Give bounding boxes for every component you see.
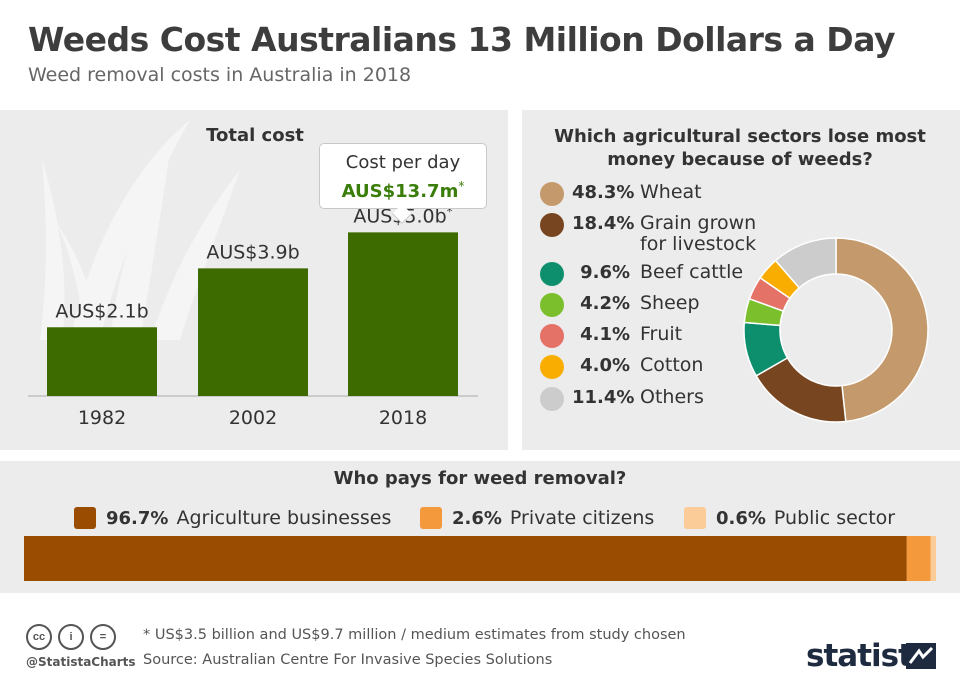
grass-decoration — [40, 120, 240, 340]
payer-legend-item: 96.7% Agriculture businesses — [74, 505, 391, 531]
footer-note: * US$3.5 billion and US$9.7 million / me… — [143, 627, 686, 643]
legend-value: 4.2% — [580, 293, 630, 314]
payer-legend-item: 2.6% Private citizens — [420, 505, 654, 531]
callout-value: AUS$13.7m* — [320, 179, 486, 202]
legend-value: 11.4% — [572, 387, 635, 408]
x-tick-label: 1982 — [78, 407, 126, 429]
donut-slice — [774, 237, 837, 289]
payer-swatch — [420, 507, 442, 529]
bar-2002 — [198, 268, 308, 396]
bar-2018 — [348, 232, 458, 396]
payer-label: Public sector — [773, 507, 896, 529]
callout-value-text: AUS$13.7m — [341, 181, 459, 202]
bar-value-mark: * — [447, 204, 453, 218]
legend-label-line: Sheep — [640, 292, 700, 314]
legend-item: 9.6% Beef cattle — [540, 262, 743, 290]
legend-swatch — [540, 182, 564, 206]
legend-item: 48.3% Wheat — [540, 182, 702, 210]
legend-label-line: for livestock — [640, 233, 757, 255]
payer-label: Private citizens — [509, 507, 655, 529]
legend-swatch — [540, 293, 564, 317]
legend-label: Cotton — [640, 355, 703, 376]
statista-handle[interactable]: @StatistaCharts — [26, 655, 136, 669]
payer-legend-item: 0.6% Public sector — [684, 505, 895, 531]
legend-swatch — [540, 262, 564, 286]
legend-item: 4.2% Sheep — [540, 293, 700, 321]
legend-label-line: Grain grown — [640, 212, 757, 234]
bar-1982 — [47, 327, 157, 396]
legend-swatch — [540, 213, 564, 237]
legend-swatch — [540, 324, 564, 348]
x-tick-label: 2002 — [229, 407, 277, 429]
payer-value: 2.6% — [452, 507, 502, 529]
legend-label-line: Wheat — [640, 181, 702, 203]
payers-stacked-bar — [24, 536, 936, 581]
legend-item: 4.0% Cotton — [540, 355, 703, 383]
payers-title: Who pays for weed removal? — [333, 468, 627, 489]
legend-label: Wheat — [640, 182, 702, 203]
sectors-title: Which agricultural sectors lose most mon… — [554, 126, 926, 170]
sectors-donut — [743, 237, 929, 423]
legend-label: Others — [640, 387, 704, 408]
bar-value-label: AUS$3.9b — [206, 241, 299, 263]
legend-value: 4.1% — [580, 324, 630, 345]
payer-swatch — [74, 507, 96, 529]
legend-label-line: Beef cattle — [640, 261, 744, 283]
legend-label: Fruit — [640, 324, 682, 345]
legend-value: 9.6% — [580, 262, 630, 283]
payer-label: Agriculture businesses — [176, 507, 392, 529]
payer-value: 0.6% — [716, 507, 766, 529]
legend-label-line: Cotton — [640, 354, 704, 376]
attribution-icon: i — [58, 624, 84, 650]
footer-source: Source: Australian Centre For Invasive S… — [143, 652, 553, 668]
payer-value: 96.7% — [106, 507, 169, 529]
cost-per-day-callout: Cost per day AUS$13.7m* — [319, 143, 487, 209]
legend-swatch — [540, 355, 564, 379]
legend-item: 4.1% Fruit — [540, 324, 682, 352]
legend-value: 4.0% — [580, 355, 630, 376]
callout-label: Cost per day — [345, 152, 461, 173]
legend-item: 11.4% Others — [540, 387, 704, 415]
total-cost-title: Total cost — [206, 125, 304, 146]
donut-slice — [835, 237, 929, 423]
callout-value-mark: * — [458, 179, 465, 193]
payer-swatch — [684, 507, 706, 529]
legend-label: Grain grown for livestock — [640, 213, 756, 255]
legend-label: Beef cattle — [640, 262, 743, 283]
x-tick-label: 2018 — [379, 407, 427, 429]
legend-item: 18.4% Grain grown for livestock — [540, 213, 756, 255]
legend-value: 18.4% — [572, 213, 635, 234]
legend-label: Sheep — [640, 293, 700, 314]
legend-label-line: Others — [640, 386, 704, 408]
legend-value: 48.3% — [572, 182, 635, 203]
stack-segment — [24, 536, 907, 581]
legend-label-line: Fruit — [640, 323, 683, 345]
cc-icon: cc — [26, 624, 52, 650]
stack-segment — [930, 536, 936, 581]
statista-logo-icon — [906, 643, 936, 669]
page-subtitle: Weed removal costs in Australia in 2018 — [28, 64, 412, 86]
stack-segment — [906, 536, 931, 581]
bar-value-label: AUS$2.1b — [55, 300, 148, 322]
page-title: Weeds Cost Australians 13 Million Dollar… — [28, 20, 895, 59]
legend-swatch — [540, 387, 564, 411]
no-derivatives-icon: = — [90, 624, 116, 650]
